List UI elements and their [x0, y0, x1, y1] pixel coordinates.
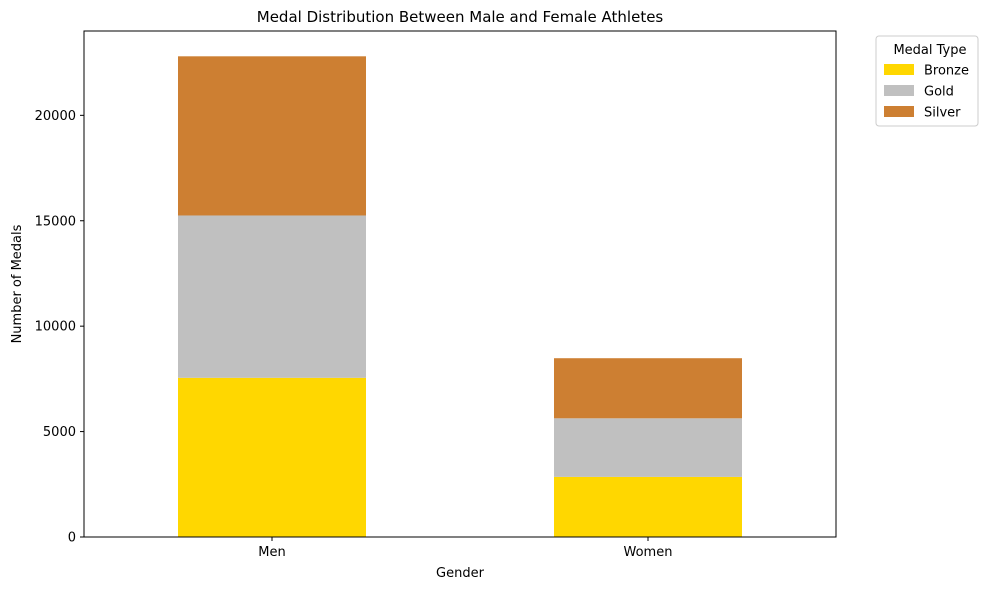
legend-label-silver: Silver — [924, 106, 961, 121]
chart-title: Medal Distribution Between Male and Fema… — [257, 8, 664, 26]
x-tick-label: Men — [258, 545, 285, 560]
y-tick-label: 20000 — [35, 109, 76, 124]
legend-items: Bronze Gold Silver — [884, 64, 969, 121]
x-ticks: Men Women — [258, 537, 672, 560]
y-axis-label: Number of Medals — [10, 224, 25, 343]
bar-bronze-women — [554, 476, 742, 537]
plot-frame — [83, 30, 837, 538]
legend-label-gold: Gold — [924, 85, 954, 100]
bar-gold-women — [554, 418, 742, 477]
y-tick-label: 15000 — [35, 214, 76, 229]
x-axis-label: Gender — [436, 566, 485, 581]
legend-title: Medal Type — [893, 43, 966, 58]
bar-silver-men — [178, 56, 366, 216]
bars-layer — [178, 56, 742, 537]
y-tick-label: 0 — [68, 531, 76, 546]
legend-swatch-gold — [884, 85, 914, 96]
legend: Medal Type Bronze Gold Silver — [875, 35, 979, 127]
x-tick-label: Women — [624, 545, 673, 560]
bar-bronze-men — [178, 377, 366, 537]
y-tick-label: 5000 — [43, 425, 76, 440]
legend-swatch-silver — [884, 106, 914, 117]
y-tick-label: 10000 — [35, 320, 76, 335]
y-ticks: 0 5000 10000 15000 20000 — [35, 109, 84, 546]
bar-gold-men — [178, 215, 366, 378]
legend-swatch-bronze — [884, 64, 914, 75]
legend-label-bronze: Bronze — [924, 64, 969, 79]
bar-silver-women — [554, 358, 742, 419]
legend-frame — [875, 35, 979, 127]
